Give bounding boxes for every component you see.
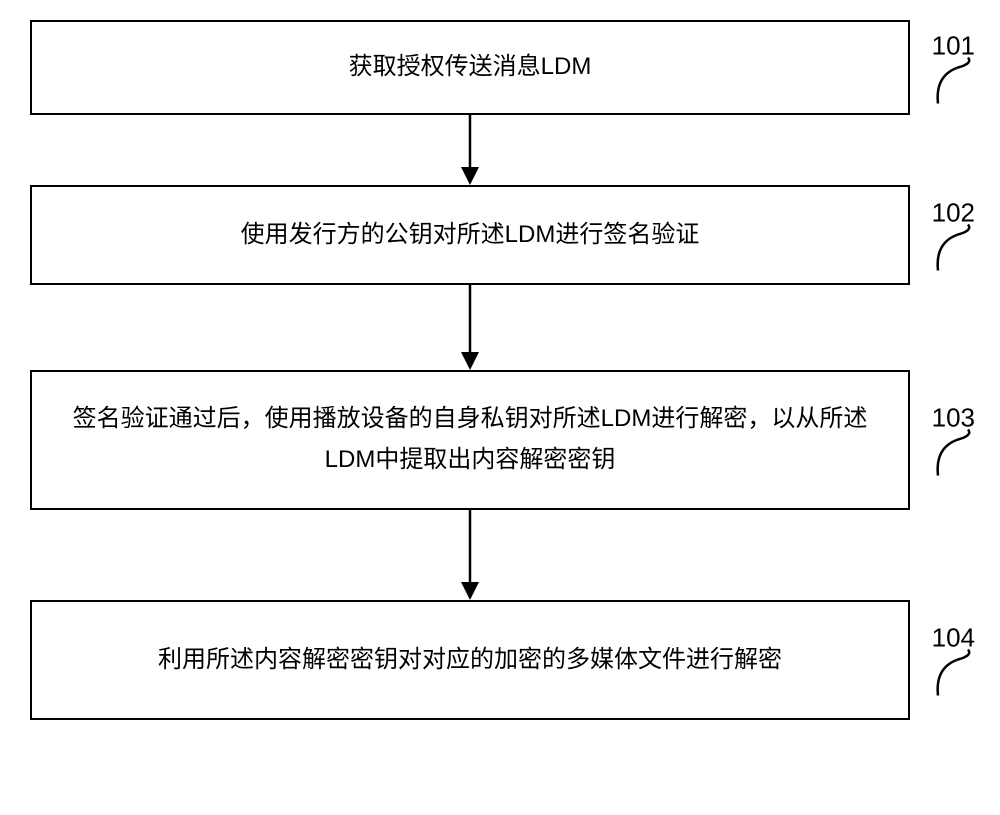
arrow-3 <box>30 510 910 600</box>
step-row-1: 获取授权传送消息LDM 101 <box>30 20 970 115</box>
step-box-1: 获取授权传送消息LDM <box>30 20 910 115</box>
step-label-2: 102 <box>932 198 975 273</box>
step-box-2: 使用发行方的公钥对所述LDM进行签名验证 <box>30 185 910 285</box>
arrow-2 <box>30 285 910 370</box>
step-label-3: 103 <box>932 403 975 478</box>
connector-curve-icon <box>933 223 973 273</box>
step-box-3: 签名验证通过后，使用播放设备的自身私钥对所述LDM进行解密，以从所述LDM中提取… <box>30 370 910 510</box>
step-label-1: 101 <box>932 30 975 105</box>
step-text-1: 获取授权传送消息LDM <box>349 47 592 88</box>
arrow-1 <box>30 115 910 185</box>
step-text-3: 签名验证通过后，使用播放设备的自身私钥对所述LDM进行解密，以从所述LDM中提取… <box>72 399 868 481</box>
connector-curve-icon <box>933 55 973 105</box>
step-row-3: 签名验证通过后，使用播放设备的自身私钥对所述LDM进行解密，以从所述LDM中提取… <box>30 370 970 510</box>
connector-curve-icon <box>933 648 973 698</box>
step-text-2: 使用发行方的公钥对所述LDM进行签名验证 <box>241 215 700 256</box>
connector-curve-icon <box>933 428 973 478</box>
step-row-4: 利用所述内容解密密钥对对应的加密的多媒体文件进行解密 104 <box>30 600 970 720</box>
step-label-4: 104 <box>932 623 975 698</box>
step-text-4: 利用所述内容解密密钥对对应的加密的多媒体文件进行解密 <box>158 640 782 681</box>
step-row-2: 使用发行方的公钥对所述LDM进行签名验证 102 <box>30 185 970 285</box>
step-box-4: 利用所述内容解密密钥对对应的加密的多媒体文件进行解密 <box>30 600 910 720</box>
flowchart-container: 获取授权传送消息LDM 101 使用发行方的公钥对所述LDM进行签名验证 102 <box>30 20 970 720</box>
